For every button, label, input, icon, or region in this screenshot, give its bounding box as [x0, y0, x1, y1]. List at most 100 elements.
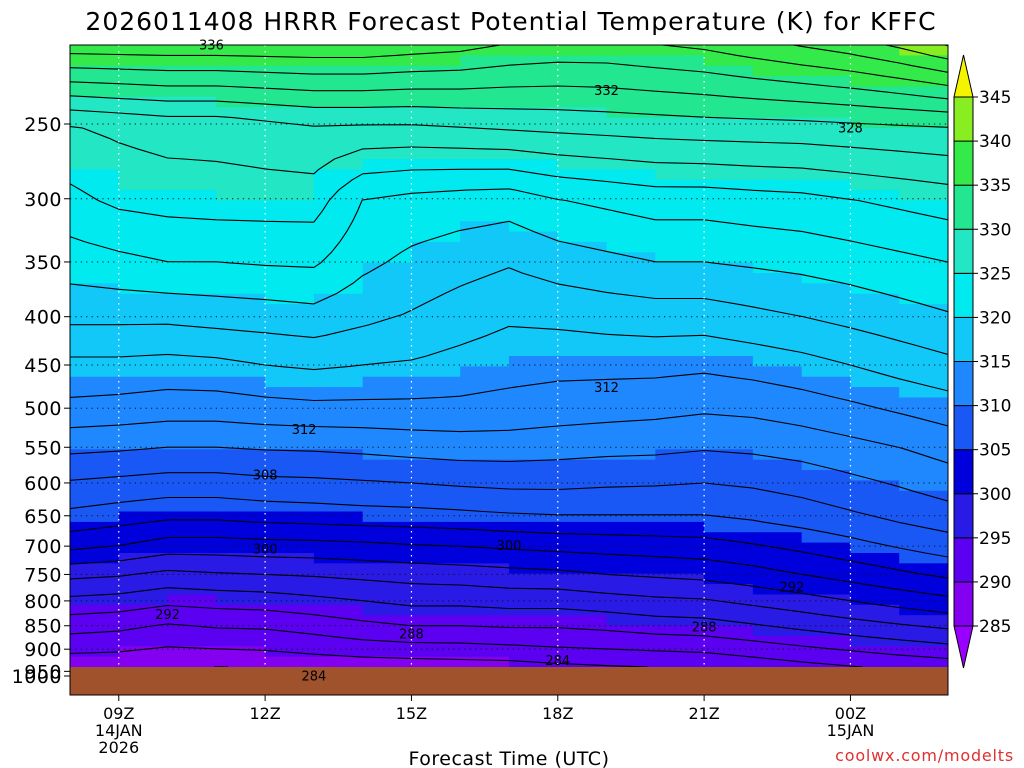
contour-fill-cell: [899, 615, 948, 627]
contour-fill-cell: [704, 221, 754, 233]
contour-fill-cell: [411, 646, 462, 658]
contour-fill-cell: [313, 231, 364, 243]
contour-fill-cell: [509, 584, 559, 596]
contour-fill-cell: [801, 635, 852, 648]
contour-fill-cell: [557, 594, 608, 606]
contour-fill-cell: [216, 407, 266, 419]
contour-fill-cell: [167, 273, 218, 285]
contour-fill-cell: [557, 438, 608, 451]
contour-label: 300: [253, 542, 278, 557]
contour-fill-cell: [411, 324, 462, 337]
contour-line-300: [70, 553, 948, 614]
contour-label: 332: [594, 84, 619, 99]
contour-fill-cell: [411, 55, 462, 67]
contour-fill-cell: [411, 107, 462, 119]
contour-line-290: [70, 646, 649, 667]
contour-fill-cell: [752, 563, 803, 575]
contour-fill-cell: [70, 107, 120, 119]
contour-fill-cell: [362, 273, 413, 285]
contour-fill-cell: [460, 428, 510, 440]
contour-fill-cell: [118, 656, 169, 667]
contour-fill-cell: [752, 387, 803, 399]
contour-fill-cell: [313, 221, 364, 233]
contour-fill-cell: [265, 387, 315, 399]
y-tick-label: 400: [24, 307, 62, 329]
contour-fill-cell: [655, 511, 705, 523]
contour-fill-cell: [899, 107, 948, 119]
contour-fill-cell: [899, 407, 948, 419]
y-tick-label: 550: [24, 437, 62, 459]
contour-fill-cell: [362, 231, 413, 243]
contour-fill-cell: [118, 604, 169, 616]
contour-fill-cell: [801, 345, 852, 357]
contour-fill-cell: [752, 356, 803, 368]
contour-fill-cell: [265, 604, 315, 616]
contour-fill-cell: [509, 387, 559, 399]
contour-fill-cell: [411, 584, 462, 596]
contour-fill-cell: [655, 418, 705, 430]
contour-fill-cell: [606, 428, 657, 440]
contour-fill-cell: [752, 532, 803, 544]
contour-fill-cell: [606, 511, 657, 523]
contour-fill-cell: [460, 304, 510, 316]
contour-fill-cell: [70, 252, 120, 264]
contour-fill-cell: [850, 635, 901, 648]
contour-fill-cell: [557, 573, 608, 585]
contour-fill-cell: [606, 387, 657, 399]
contour-fill-cell: [216, 428, 266, 440]
contour-fill-cell: [899, 563, 948, 575]
contour-fill-cell: [850, 76, 901, 88]
contour-fill-cell: [313, 521, 364, 534]
contour-fill-cell: [362, 65, 413, 77]
contour-fill-cell: [265, 552, 315, 565]
contour-fill-cell: [265, 542, 315, 554]
contour-fill-cell: [460, 521, 510, 534]
contour-fill-cell: [557, 521, 608, 534]
contour-fill-cell: [850, 252, 901, 264]
contour-fill-cell: [606, 604, 657, 616]
contour-fill-cell: [509, 262, 559, 274]
contour-fill-cell: [118, 45, 169, 57]
contour-fill-cell: [313, 573, 364, 585]
contour-fill-cell: [801, 646, 852, 658]
contour-fill-cell: [411, 387, 462, 399]
contour-fill-cell: [850, 397, 901, 409]
contour-fill-cell: [704, 552, 754, 565]
contour-fill-cell: [655, 438, 705, 451]
contour-fill-cell: [850, 594, 901, 606]
contour-fill-cell: [899, 418, 948, 430]
contour-fill-cell: [70, 179, 120, 191]
contour-fill-cell: [362, 604, 413, 616]
contour-fill-cell: [313, 190, 364, 202]
contour-line-304: [70, 519, 948, 579]
contour-fill-cell: [752, 490, 803, 502]
contour-fill-cell: [70, 314, 120, 326]
contour-fill-cell: [655, 335, 705, 347]
contour-fill-cell: [704, 65, 754, 77]
contour-fill-cell: [118, 127, 169, 140]
contour-fill-cell: [509, 169, 559, 181]
contour-fill-cell: [509, 190, 559, 202]
x-axis-label: Forecast Time (UTC): [409, 748, 610, 768]
contour-fill-cell: [216, 594, 266, 606]
contour-fill-cell: [313, 428, 364, 440]
contour-fill-cell: [362, 241, 413, 254]
contour-fill-cell: [362, 148, 413, 160]
contour-fill-cell: [655, 262, 705, 274]
contour-fill-cell: [509, 366, 559, 378]
contour-fill-cell: [606, 304, 657, 316]
contour-fill-cell: [509, 314, 559, 326]
y-tick-label: 300: [24, 189, 62, 211]
contour-fill-cell: [313, 449, 364, 461]
x-tick-label: 09Z: [103, 704, 134, 723]
contour-fill-cell: [313, 76, 364, 88]
contour-fill-cell: [118, 397, 169, 409]
contour-fill-cell: [850, 65, 901, 77]
contour-fill-cell: [509, 86, 559, 98]
contour-fill-cell: [655, 127, 705, 140]
contour-fill-cell: [411, 438, 462, 451]
contour-fill-cell: [509, 76, 559, 88]
contour-fill-cell: [265, 521, 315, 534]
contour-fill-cell: [265, 594, 315, 606]
contour-fill-cell: [850, 304, 901, 316]
